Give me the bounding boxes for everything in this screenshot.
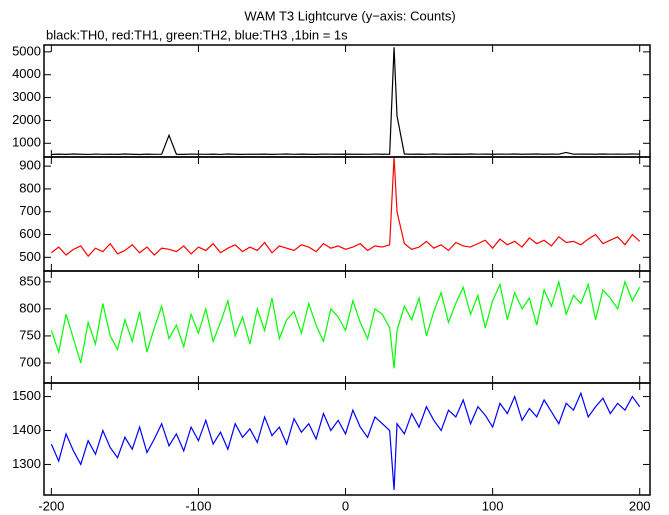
y-tick-label: 1000 [12,135,41,150]
y-tick-label: 1500 [12,388,41,403]
data-line [50,391,641,490]
x-tick-label: -100 [185,498,211,513]
y-tick-label: 700 [19,203,41,218]
y-tick-label: 3000 [12,89,41,104]
y-tick-label: 1300 [12,456,41,471]
x-tick-label: 100 [482,498,504,513]
y-tick-label: 500 [19,249,41,264]
y-tick-label: 2000 [12,112,41,127]
y-tick-label: 750 [19,327,41,342]
data-line [50,279,641,369]
x-tick-label: -200 [38,498,64,513]
x-tick-label: 200 [629,498,651,513]
data-line [51,47,640,156]
y-tick-label: 900 [19,158,41,173]
y-tick-label: 4000 [12,66,41,81]
panel-frame [43,44,651,158]
y-tick-label: 600 [19,226,41,241]
y-tick-label: 850 [19,273,41,288]
chart-subtitle: black:TH0, red:TH1, green:TH2, blue:TH3 … [46,27,348,42]
y-tick-label: 800 [19,180,41,195]
y-tick-label: 800 [19,300,41,315]
y-tick-label: 5000 [12,43,41,58]
panel-frame [43,156,651,272]
y-tick-label: 1400 [12,422,41,437]
data-line [50,156,641,258]
y-tick-label: 700 [19,354,41,369]
chart-title: WAM T3 Lightcurve (y−axis: Counts) [244,8,455,23]
panel-frame [43,382,651,496]
x-tick-label: 0 [342,498,349,513]
